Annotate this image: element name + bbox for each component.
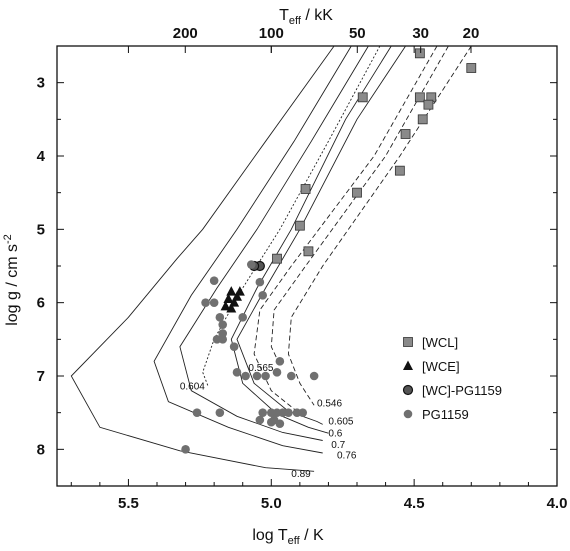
track-label: 0.7: [331, 440, 345, 451]
y-tick-label: 7: [37, 368, 45, 385]
y-axis-title: log g / cm s-2: [2, 234, 21, 326]
top-axis-title: Teff / kK: [279, 7, 333, 27]
data-point-circle: [241, 371, 250, 381]
data-point-square: [423, 99, 434, 110]
legend-label: [WCE]: [422, 359, 460, 374]
data-point-square: [394, 165, 405, 176]
data-point-square: [414, 48, 425, 59]
data-point-circle: [209, 276, 219, 285]
data-point-circle: [246, 260, 256, 269]
data-point-circle: [298, 408, 308, 417]
track-line: [179, 45, 369, 441]
data-point-square: [303, 246, 314, 257]
top-tick-label: 30: [412, 25, 429, 42]
track-line: [70, 45, 335, 472]
data-point-circle: [284, 408, 293, 417]
track-label: 0.89: [291, 469, 311, 480]
data-point-circle: [238, 313, 248, 322]
legend-label: [WCL]: [422, 335, 458, 350]
plot-border: [56, 45, 558, 487]
data-point-circle: [275, 419, 285, 428]
legend-marker: [403, 360, 413, 370]
track-label: 0.76: [337, 450, 357, 461]
data-point-circle: [215, 408, 225, 417]
plot-frame: [56, 45, 558, 487]
data-point-square: [466, 63, 477, 73]
y-tick-label: 8: [37, 441, 45, 458]
data-point-circle: [286, 371, 296, 381]
track-label: 0.605: [328, 417, 353, 428]
legend-label: [WC]-PG1159: [422, 383, 502, 398]
data-point-circle: [309, 371, 319, 381]
legend-marker: [403, 409, 413, 419]
data-points: [181, 48, 477, 454]
top-tick-label: 100: [259, 25, 284, 42]
data-point-circle: [255, 277, 265, 287]
legend: [WCL] [WCE] [WC]-PG1159 PG1159: [402, 335, 502, 422]
track-line: [287, 45, 472, 406]
track-line: [236, 45, 406, 425]
x-tick-label: 4.0: [547, 495, 568, 512]
data-point-square: [294, 220, 305, 231]
data-point-circle: [266, 417, 276, 427]
x-tick-label: 4.5: [404, 495, 425, 512]
data-point-circle: [272, 368, 282, 377]
data-point-square: [357, 92, 368, 103]
track-line: [270, 45, 449, 366]
data-point-square: [417, 114, 428, 125]
data-point-circle: [232, 368, 242, 377]
data-point-circle: [215, 313, 225, 322]
data-point-circle: [258, 408, 268, 417]
track-line: [202, 45, 381, 388]
track-line: [253, 45, 438, 417]
data-point-triangle: [226, 303, 237, 313]
data-point-triangle: [220, 300, 231, 311]
data-point-circle: [218, 335, 228, 344]
data-point-square: [414, 92, 425, 103]
data-point-circle: [209, 298, 219, 307]
y-tick-label: 6: [37, 295, 45, 312]
data-point-circle: [229, 342, 239, 351]
y-tick-label: 5: [37, 221, 45, 238]
data-point-circle: [252, 371, 262, 381]
track-line: [230, 45, 392, 434]
legend-marker: [403, 337, 413, 347]
x-axis-title: log Teff / K: [252, 527, 324, 547]
track-label: 0.546: [317, 398, 342, 409]
data-point-square: [352, 187, 362, 198]
data-point-square: [272, 253, 282, 264]
top-tick-label: 200: [173, 25, 198, 42]
track-line: [153, 45, 352, 454]
track-label: 0.6: [328, 428, 342, 439]
x-tick-label: 5.0: [261, 495, 282, 512]
track-label: 0.604: [180, 382, 205, 393]
data-point-triangle: [223, 293, 234, 303]
data-point-circle: [255, 415, 265, 425]
data-point-circle: [201, 298, 210, 307]
y-tick-label: 3: [37, 75, 45, 92]
data-point-circle: [258, 291, 268, 300]
data-point-circle: [192, 408, 202, 417]
data-point-triangle: [226, 286, 237, 296]
legend-marker: [402, 384, 414, 396]
data-point-circle: [218, 320, 228, 329]
data-point-square: [300, 184, 311, 194]
data-point-square: [400, 129, 411, 139]
y-tick-label: 4: [37, 148, 46, 165]
top-tick-label: 50: [349, 25, 366, 42]
data-point-circle: [261, 371, 270, 381]
data-point-circle: [181, 445, 190, 454]
data-point-circle: [275, 357, 285, 366]
top-tick-label: 20: [463, 25, 480, 42]
legend-label: PG1159: [422, 407, 469, 422]
x-tick-label: 5.5: [118, 495, 139, 512]
axis-ticks: 5.5 5.0 4.5 4.0 200 100 50 30 20 3 4 5 6 7 8: [37, 25, 568, 512]
